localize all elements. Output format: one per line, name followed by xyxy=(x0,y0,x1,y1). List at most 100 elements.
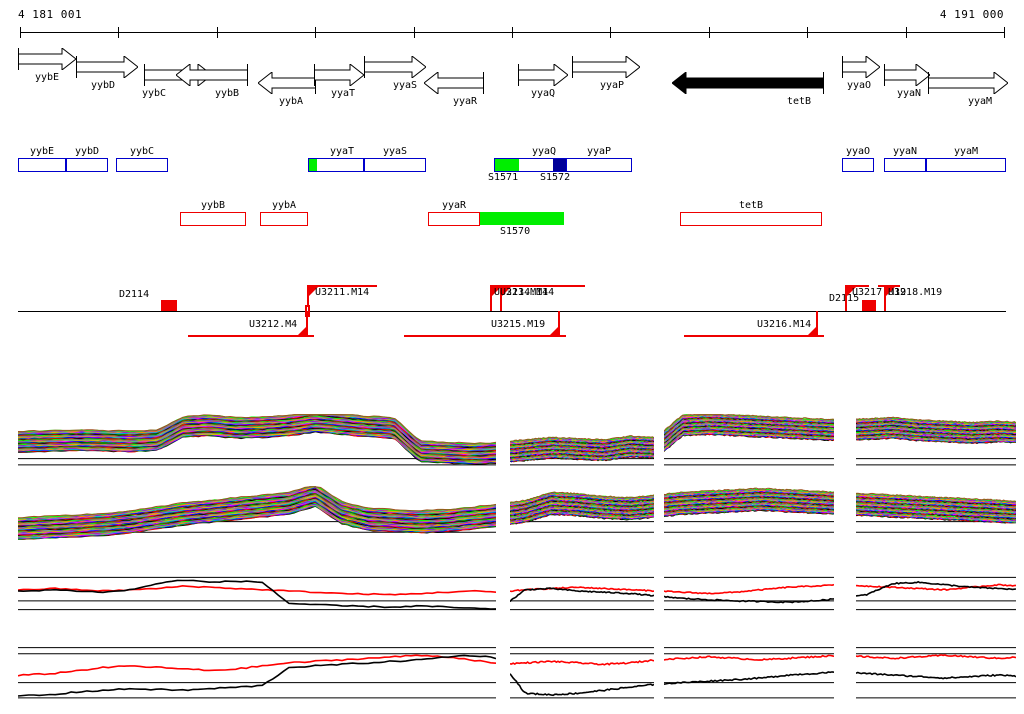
gene-sublabel-S1570: S1570 xyxy=(500,226,531,237)
gene-box-label-yybE: yybE xyxy=(29,146,55,157)
feature-bar-U3215.M19[interactable] xyxy=(404,335,566,337)
gene-box-label-yyaQ: yyaQ xyxy=(531,146,557,157)
gene-box-yybD[interactable] xyxy=(66,158,108,172)
feature-bar-U3211.M14[interactable] xyxy=(307,285,377,287)
gene-arrow-label-yybB: yybB xyxy=(214,88,240,99)
gene-arrow-yyaR[interactable] xyxy=(424,72,484,94)
gene-box-label-yyaS: yyaS xyxy=(382,146,408,157)
feature-stem-D2115 xyxy=(874,300,876,311)
feature-block-D2115[interactable] xyxy=(862,300,876,311)
ruler-tick xyxy=(20,27,21,38)
plot-panel xyxy=(510,486,654,552)
gene-box-label-yyaT: yyaT xyxy=(329,146,355,157)
gene-arrow-tetB[interactable] xyxy=(672,72,824,94)
feature-arrowhead-U3216.M14 xyxy=(807,327,816,336)
plot-panel xyxy=(664,634,834,710)
gene-arrow-yyaP[interactable] xyxy=(572,56,640,78)
gene-box-yyaR[interactable] xyxy=(428,212,480,226)
gene-arrow-yyaS[interactable] xyxy=(364,56,426,78)
feature-baseline xyxy=(18,311,1006,312)
gene-box-yybA[interactable] xyxy=(260,212,308,226)
gene-arrow-label-yyaN: yyaN xyxy=(896,88,922,99)
ruler-start-label: 4 181 001 xyxy=(18,8,83,21)
feature-arrowhead-U3213.M14 xyxy=(492,287,501,296)
gene-arrow-yyaM[interactable] xyxy=(928,72,1008,94)
gene-box-yybE[interactable] xyxy=(18,158,66,172)
feature-stem-U3213.M14 xyxy=(490,285,492,311)
gene-arrow-label-yyaO: yyaO xyxy=(846,80,872,91)
gene-box-yyaQ[interactable] xyxy=(494,158,567,172)
gene-box-tetB[interactable] xyxy=(680,212,822,226)
gene-box-yyaN[interactable] xyxy=(884,158,926,172)
plot-panel xyxy=(510,414,654,476)
gene-box-yyaP[interactable] xyxy=(566,158,632,172)
feature-bar-U3217.M19[interactable] xyxy=(845,285,869,287)
gene-box-label-yyaR: yyaR xyxy=(441,200,467,211)
gene-box-yybB[interactable] xyxy=(180,212,246,226)
coordinate-ruler: 4 181 001 4 191 000 xyxy=(0,8,1024,22)
gene-segment-green xyxy=(309,159,317,171)
gene-arrow-label-yyaM: yyaM xyxy=(967,96,993,107)
gene-arrow-yybB[interactable] xyxy=(176,64,248,86)
gene-box-label-yybA: yybA xyxy=(271,200,297,211)
ruler-tick xyxy=(413,27,415,38)
gene-sublabel-S1572: S1572 xyxy=(540,172,571,183)
ruler-tick xyxy=(118,27,120,38)
gene-arrow-label-yybE: yybE xyxy=(34,72,60,83)
feature-stem-U3217.M19 xyxy=(845,285,847,311)
gene-arrow-yyaT[interactable] xyxy=(314,64,364,86)
feature-bar-U3214.M14[interactable] xyxy=(500,285,585,287)
feature-label-U3214.M14: U3214.M14 xyxy=(500,287,555,298)
feature-bar-U3212.M4[interactable] xyxy=(188,335,314,337)
feature-label-U3216.M14: U3216.M14 xyxy=(757,319,812,330)
feature-arrowhead-U3218.M19 xyxy=(886,287,895,296)
feature-stem-U3214.M14 xyxy=(500,285,502,311)
gene-arrow-yybE[interactable] xyxy=(18,48,76,70)
gene-box-yyaM[interactable] xyxy=(926,158,1006,172)
plot-panel xyxy=(510,634,654,710)
feature-label-U3212.M4: U3212.M4 xyxy=(249,319,298,330)
gene-arrow-label-yybD: yybD xyxy=(90,80,116,91)
gene-arrow-yyaN[interactable] xyxy=(884,64,930,86)
gene-box-yyaT[interactable] xyxy=(308,158,364,172)
gene-box-yyaS[interactable] xyxy=(364,158,426,172)
feature-bar-U3216.M14[interactable] xyxy=(684,335,824,337)
ruler-tick xyxy=(708,27,710,38)
row-2-multitrace xyxy=(0,486,1024,552)
gene-arrow-yyaO[interactable] xyxy=(842,56,880,78)
ruler-tick xyxy=(610,27,612,38)
feature-bar-U3218.M19[interactable] xyxy=(878,285,900,287)
gene-arrow-yybD[interactable] xyxy=(76,56,138,78)
row-4-pair xyxy=(0,634,1024,710)
plot-panel xyxy=(664,486,834,552)
plot-panel xyxy=(856,634,1016,710)
gene-box-label-yyaN: yyaN xyxy=(892,146,918,157)
feature-label-U3215.M19: U3215.M19 xyxy=(491,319,546,330)
gene-arrow-label-yyaR: yyaR xyxy=(452,96,478,107)
gene-box-label-yybB: yybB xyxy=(200,200,226,211)
gene-box-label-yyaM: yyaM xyxy=(953,146,979,157)
gene-box-yyaO[interactable] xyxy=(842,158,874,172)
gene-box-S1570-block[interactable] xyxy=(480,212,564,225)
feature-arrowhead-U3215.M19 xyxy=(549,327,558,336)
plot-panel xyxy=(856,486,1016,552)
feature-block-D2114[interactable] xyxy=(161,300,177,311)
plot-panel xyxy=(510,560,654,622)
gene-arrow-label-tetB: tetB xyxy=(786,96,812,107)
feature-label-U3211.M14: U3211.M14 xyxy=(315,287,370,298)
signal-plot-area xyxy=(0,402,1024,714)
plot-panel xyxy=(18,560,496,622)
gene-arrow-label-yyaP: yyaP xyxy=(599,80,625,91)
gene-box-label-tetB: tetB xyxy=(738,200,764,211)
gene-box-yybC[interactable] xyxy=(116,158,168,172)
ruler-tick xyxy=(807,27,809,38)
gene-box-label-yybD: yybD xyxy=(74,146,100,157)
gene-arrow-yybA[interactable] xyxy=(258,72,316,94)
gene-segment-navy xyxy=(553,159,567,171)
ruler-tick xyxy=(216,27,218,38)
gene-arrow-yyaQ[interactable] xyxy=(518,64,568,86)
feature-stem-U3216.M14 xyxy=(816,311,818,337)
feature-label-U3213.M14: U3213.M14 xyxy=(494,287,549,298)
feature-label-D2114: D2114 xyxy=(119,289,150,300)
feature-label-U3218.M19: U3218.M19 xyxy=(888,287,943,298)
